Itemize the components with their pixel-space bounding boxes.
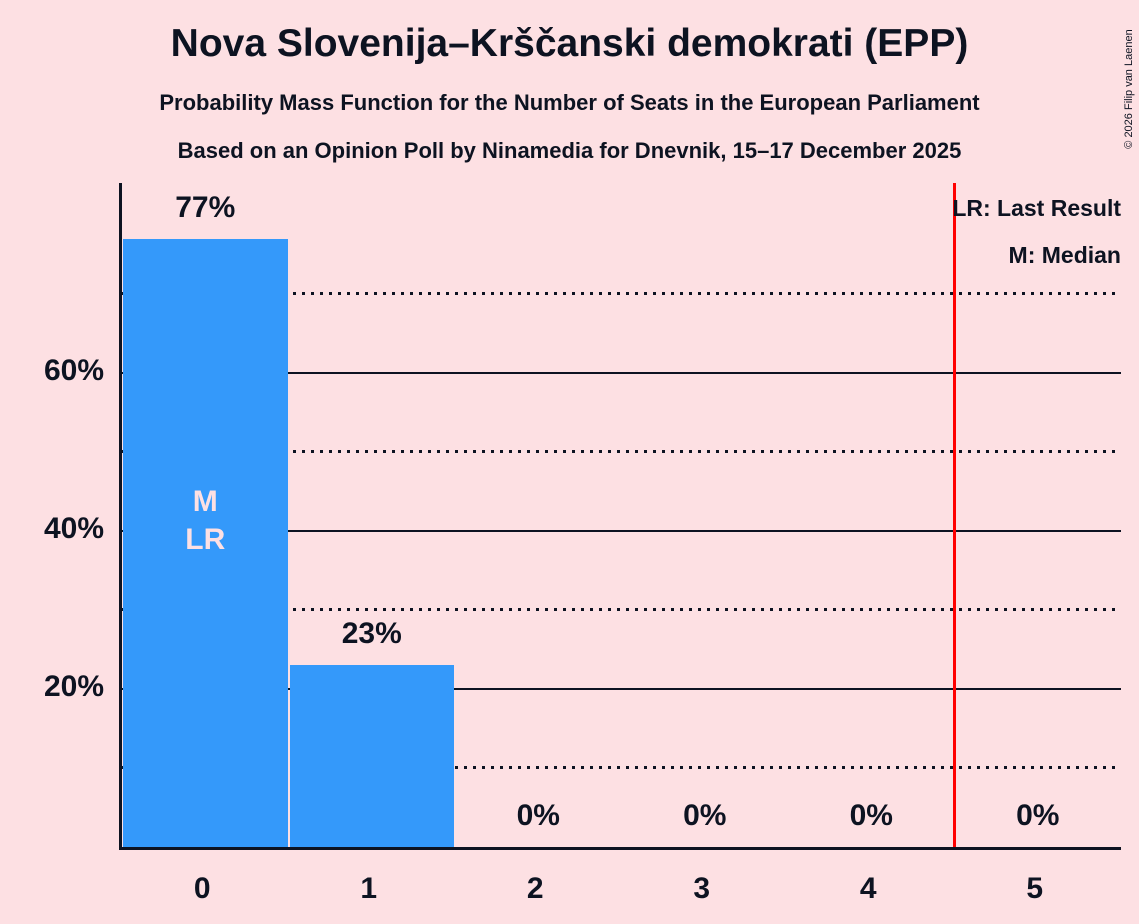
- x-axis-label-4: 4: [859, 872, 877, 905]
- legend-last-result: LR: Last Result: [952, 195, 1121, 221]
- gridline-dotted-30: [122, 608, 1121, 611]
- x-axis-label-5: 5: [1026, 872, 1044, 905]
- gridline-solid-20: [122, 688, 1121, 690]
- bar-value-label-0: 77%: [175, 190, 236, 224]
- plot-area: LR: Last Result M: Median 77% 23% 0% 0% 0% 0%…: [119, 183, 1121, 850]
- bar-value-label-1: 23%: [341, 617, 402, 651]
- y-axis-label-60: 60%: [43, 354, 104, 387]
- y-axis-label-20: 20%: [43, 670, 104, 703]
- x-axis-label-0: 0: [193, 872, 211, 905]
- median-last-result-annotation: M LR: [185, 485, 226, 556]
- bar-value-label-4: 0%: [849, 799, 893, 832]
- chart-title: Nova Slovenija–Krščanski demokrati (EPP): [170, 22, 969, 65]
- bar-value-label-3: 0%: [683, 799, 727, 832]
- x-axis-label-2: 2: [526, 872, 544, 905]
- gridline-solid-60: [122, 372, 1121, 374]
- gridline-dotted-70: [122, 292, 1121, 295]
- copyright-notice: © 2026 Filip van Laenen: [1123, 29, 1135, 149]
- bar-value-label-5: 0%: [1016, 799, 1060, 832]
- chart-legend: LR: Last Result M: Median: [952, 185, 1121, 279]
- legend-median: M: Median: [1008, 242, 1121, 268]
- chart-subtitle-1: Probability Mass Function for the Number…: [159, 90, 980, 115]
- bar-seats-1: [289, 665, 454, 847]
- bar-value-label-2: 0%: [516, 799, 560, 832]
- gridline-dotted-50: [122, 450, 1121, 453]
- red-marker-line: [953, 183, 956, 847]
- x-axis-label-1: 1: [360, 872, 378, 905]
- chart-subtitle-2: Based on an Opinion Poll by Ninamedia fo…: [177, 138, 962, 163]
- y-axis-label-40: 40%: [43, 512, 104, 545]
- gridline-solid-40: [122, 530, 1121, 532]
- bar-seats-0: [123, 238, 288, 847]
- gridline-dotted-10: [122, 766, 1121, 769]
- x-axis-label-3: 3: [693, 872, 711, 905]
